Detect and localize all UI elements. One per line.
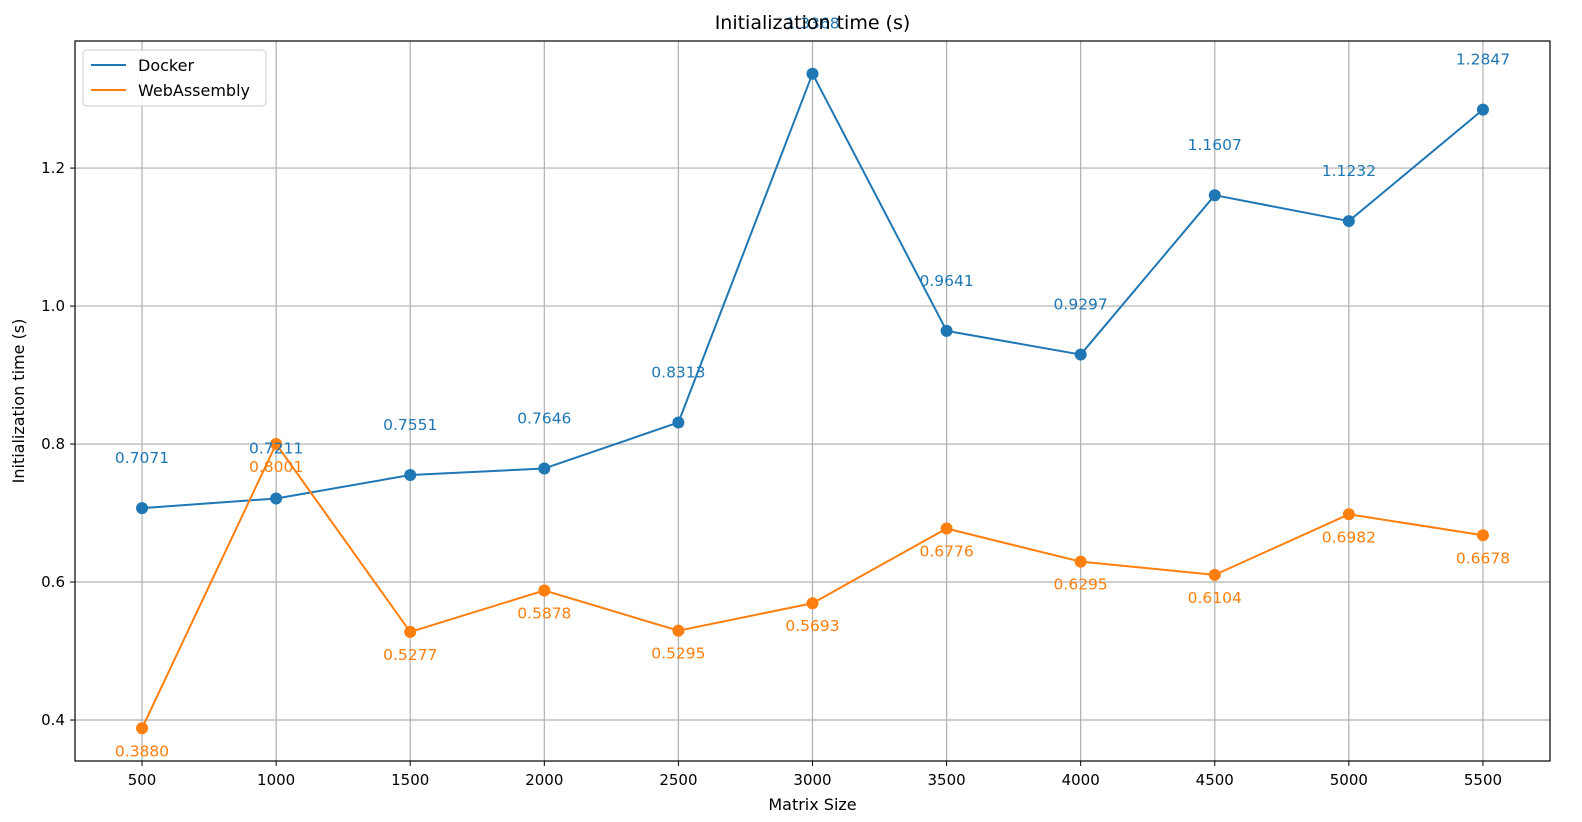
- x-tick-label: 2500: [659, 771, 697, 789]
- data-point-webassembly: [404, 625, 417, 638]
- data-label-webassembly: 0.8001: [249, 458, 303, 476]
- data-point-webassembly: [1342, 508, 1355, 521]
- data-label-docker: 0.7646: [517, 409, 571, 427]
- data-label-webassembly: 0.6104: [1188, 589, 1242, 607]
- data-point-docker: [270, 492, 283, 505]
- data-point-docker: [1074, 348, 1087, 361]
- x-tick-label: 2000: [525, 771, 563, 789]
- x-tick-label: 4500: [1196, 771, 1234, 789]
- data-label-webassembly: 0.6776: [919, 542, 973, 560]
- data-label-docker: 0.9297: [1054, 296, 1108, 314]
- data-point-webassembly: [136, 722, 149, 735]
- data-label-webassembly: 0.6678: [1456, 549, 1510, 567]
- legend-label-docker: Docker: [138, 56, 194, 75]
- chart-title: Initialization time (s): [715, 12, 911, 34]
- x-tick-label: 3000: [793, 771, 831, 789]
- data-labels: 0.7071 0.7211 0.7551 0.7646 0.8313 1.3368 0.96…: [115, 15, 1510, 761]
- x-tick-label: 1000: [257, 771, 295, 789]
- y-tick-label: 1.0: [41, 297, 65, 315]
- data-label-docker: 1.2847: [1456, 51, 1510, 69]
- data-label-docker: 0.7071: [115, 449, 169, 467]
- data-label-docker: 1.3368: [785, 15, 839, 33]
- x-tick-label: 500: [128, 771, 157, 789]
- data-point-docker: [1342, 215, 1355, 228]
- y-tick-label: 1.2: [41, 159, 65, 177]
- data-point-docker: [136, 502, 149, 515]
- grid: [75, 41, 1550, 761]
- legend-label-webassembly: WebAssembly: [138, 81, 250, 100]
- data-point-webassembly: [672, 624, 685, 637]
- data-label-docker: 0.8313: [651, 363, 705, 381]
- data-label-docker: 0.7551: [383, 416, 437, 434]
- data-point-webassembly: [1208, 568, 1221, 581]
- y-axis-label: Initialization time (s): [9, 319, 28, 484]
- data-point-docker: [1208, 189, 1221, 202]
- x-tick-label: 1500: [391, 771, 429, 789]
- data-label-webassembly: 0.3880: [115, 742, 169, 760]
- data-point-webassembly: [538, 584, 551, 597]
- data-label-webassembly: 0.6982: [1322, 528, 1376, 546]
- data-point-docker: [806, 67, 819, 80]
- data-point-docker: [538, 462, 551, 475]
- data-point-webassembly: [806, 597, 819, 610]
- data-label-docker: 1.1607: [1188, 136, 1242, 154]
- data-label-docker: 1.1232: [1322, 162, 1376, 180]
- y-tick-label: 0.8: [41, 435, 65, 453]
- data-label-webassembly: 0.5277: [383, 646, 437, 664]
- data-point-webassembly: [940, 522, 953, 535]
- data-label-webassembly: 0.5295: [651, 645, 705, 663]
- ticks: 500 1000 1500 2000 2500 3000 3500 4000 4500 5000 5…: [41, 159, 1502, 789]
- data-point-webassembly: [1476, 529, 1489, 542]
- x-tick-label: 5500: [1464, 771, 1502, 789]
- data-point-docker: [404, 469, 417, 482]
- y-tick-label: 0.6: [41, 573, 65, 591]
- data-label-docker: 0.7211: [249, 439, 303, 457]
- data-point-webassembly: [270, 437, 283, 450]
- legend: Docker WebAssembly: [82, 49, 267, 107]
- x-tick-label: 4000: [1062, 771, 1100, 789]
- x-axis-label: Matrix Size: [768, 795, 856, 814]
- x-tick-label: 5000: [1330, 771, 1368, 789]
- data-point-webassembly: [1074, 555, 1087, 568]
- data-label-docker: 0.9641: [919, 272, 973, 290]
- data-point-docker: [1476, 103, 1489, 116]
- data-point-docker: [672, 416, 685, 429]
- data-label-webassembly: 0.5878: [517, 604, 571, 622]
- data-label-webassembly: 0.5693: [785, 617, 839, 635]
- data-point-docker: [940, 324, 953, 337]
- legend-box: [82, 49, 267, 107]
- x-tick-label: 3500: [927, 771, 965, 789]
- y-tick-label: 0.4: [41, 711, 65, 729]
- series-layer: [136, 67, 1489, 735]
- data-label-webassembly: 0.6295: [1054, 576, 1108, 594]
